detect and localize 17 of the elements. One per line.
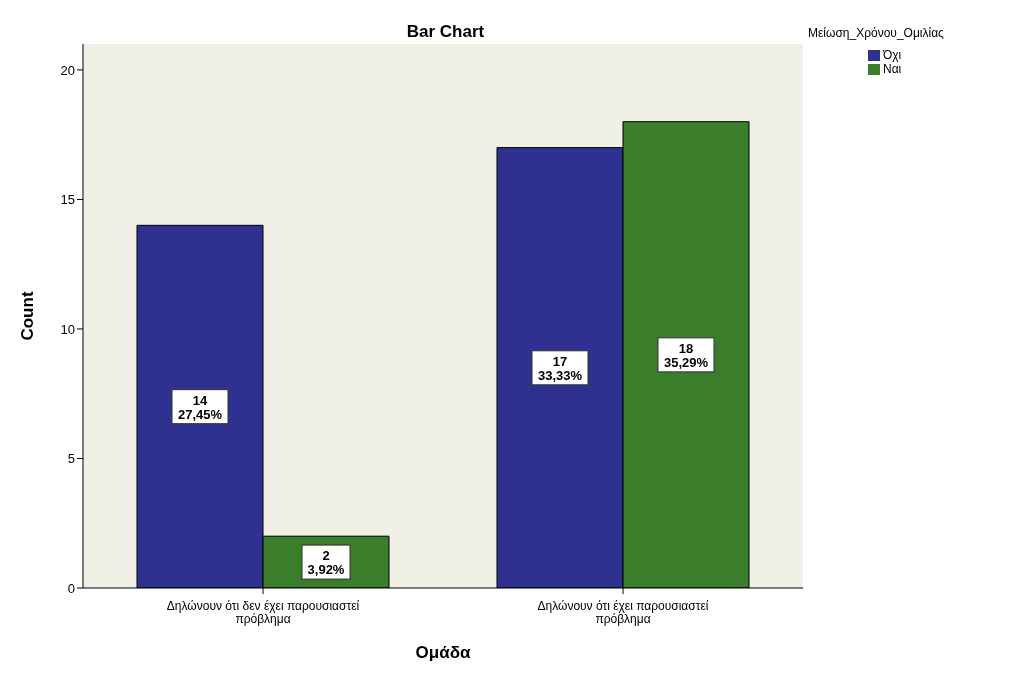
- y-tick-label: 20: [60, 62, 75, 78]
- y-tick-label: 5: [67, 451, 75, 467]
- legend-label: Όχι: [883, 48, 902, 62]
- data-label: 17 33,33%: [537, 353, 583, 383]
- x-tick-label: Δηλώνουν ότι δεν έχει παρουσιαστεί πρόβλημα: [166, 599, 360, 626]
- y-tick-label: 15: [60, 192, 75, 208]
- data-label: 18 35,29%: [663, 340, 709, 370]
- legend-title: Μείωση_Χρόνου_Ομιλίας: [808, 26, 944, 40]
- data-label: 14 27,45%: [177, 392, 223, 422]
- y-tick-label: 10: [60, 321, 75, 337]
- chart-title: Bar Chart: [405, 22, 486, 42]
- data-label: 2 3,92%: [307, 548, 345, 578]
- x-axis-title: Ομάδα: [415, 643, 471, 662]
- x-tick-label: Δηλώνουν ότι έχει παρουσιαστεί πρόβλημα: [537, 599, 709, 626]
- y-tick-label: 0: [67, 580, 75, 596]
- legend-label: Ναι: [883, 62, 902, 76]
- y-axis-title: Count: [18, 291, 38, 341]
